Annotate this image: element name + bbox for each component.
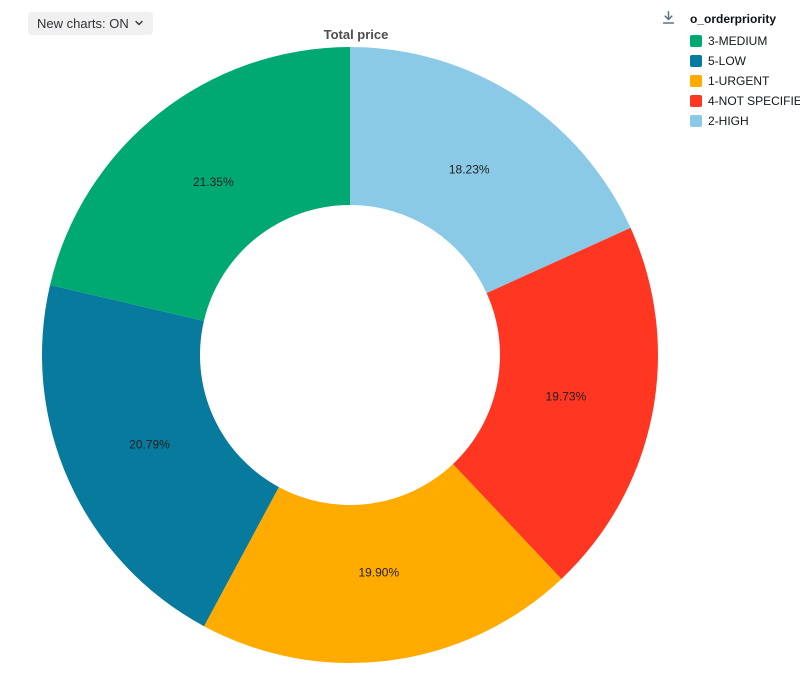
pie-slice-4-not-specified[interactable] xyxy=(452,227,658,579)
legend-swatch xyxy=(690,95,702,107)
pie-slice-1-urgent[interactable] xyxy=(204,464,562,663)
legend-rows: 3-MEDIUM 5-LOW 1-URGENT 4-NOT SPECIFIED 2-HI… xyxy=(690,34,800,128)
legend-item-3-medium[interactable]: 3-MEDIUM xyxy=(690,34,800,48)
pie-slice-3-medium[interactable] xyxy=(50,47,351,321)
download-chart-button[interactable] xyxy=(659,10,677,28)
legend-swatch xyxy=(690,35,702,47)
pie-slice-5-low[interactable] xyxy=(41,284,279,627)
legend-item-4-not-specified[interactable]: 4-NOT SPECIFIED xyxy=(690,94,800,108)
legend-item-1-urgent[interactable]: 1-URGENT xyxy=(690,74,800,88)
legend-item-label: 2-HIGH xyxy=(708,114,749,128)
legend-item-label: 5-LOW xyxy=(708,54,747,68)
slice-percentage-label: 19.90% xyxy=(358,565,399,579)
legend-item-label: 3-MEDIUM xyxy=(708,34,768,48)
legend-item-2-high[interactable]: 2-HIGH xyxy=(690,114,800,128)
legend-title: o_orderpriority xyxy=(690,12,777,26)
slice-percentage-label: 19.73% xyxy=(546,390,587,404)
legend-item-label: 4-NOT SPECIFIED xyxy=(708,94,800,108)
legend: o_orderpriority 3-MEDIUM 5-LOW 1-URGENT 4-N… xyxy=(690,12,800,134)
slice-percentage-label: 20.79% xyxy=(129,438,170,452)
chart-title: Total price xyxy=(323,27,389,42)
new-charts-toggle-label: New charts: ON xyxy=(37,15,129,31)
slice-percentage-label: 18.23% xyxy=(449,162,490,176)
new-charts-toggle[interactable]: New charts: ON xyxy=(28,12,153,35)
legend-swatch xyxy=(690,115,702,127)
legend-item-label: 1-URGENT xyxy=(708,74,770,88)
chevron-down-icon xyxy=(134,16,144,31)
slice-percentage-label: 21.35% xyxy=(193,175,234,189)
pie-slice-2-high[interactable] xyxy=(350,47,631,294)
legend-item-5-low[interactable]: 5-LOW xyxy=(690,54,800,68)
legend-swatch xyxy=(690,75,702,87)
legend-swatch xyxy=(690,55,702,67)
download-icon xyxy=(661,10,676,28)
